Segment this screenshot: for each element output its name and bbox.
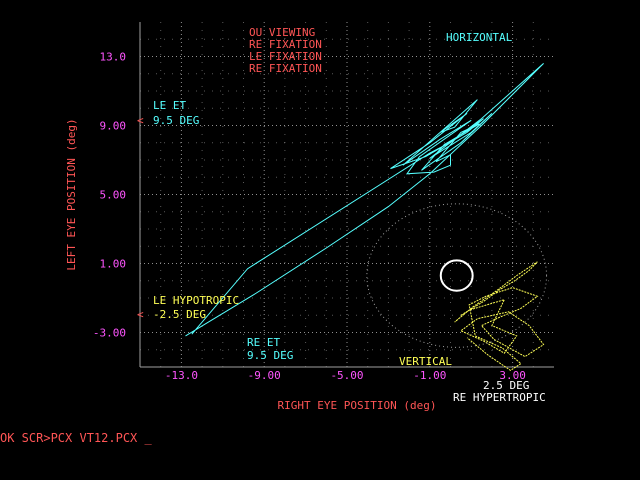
- y-tick-label: 13.0: [100, 51, 127, 64]
- x-axis-title: RIGHT EYE POSITION (deg): [278, 399, 437, 412]
- x-tick-label: -1.00: [413, 369, 446, 382]
- re-et-label: RE ET: [247, 336, 280, 349]
- le-et-value: 9.5 DEG: [153, 114, 199, 127]
- horizontal-trace: [185, 63, 544, 337]
- legend-line: OU VIEWING: [249, 26, 315, 39]
- horizontal-series-label: HORIZONTAL: [446, 31, 513, 44]
- le-et-arrow: <: [137, 114, 144, 127]
- y-axis-title: LEFT EYE POSITION (deg): [65, 118, 78, 270]
- x-tick-label: -5.00: [330, 369, 363, 382]
- vertical-series-label: VERTICAL: [399, 355, 452, 368]
- y-tick-label: 9.00: [100, 120, 127, 133]
- x-tick-label: -13.0: [165, 369, 198, 382]
- prompt-text: OK SCR>PCX VT12.PCX _: [0, 431, 152, 445]
- re-et-value: 9.5 DEG: [247, 349, 293, 362]
- le-hypotropic-value: -2.5 DEG: [153, 308, 206, 321]
- legend-line: LE FIXATION: [249, 50, 322, 63]
- y-tick-label: 1.00: [100, 258, 127, 271]
- re-hypertropic-label: RE HYPERTROPIC: [453, 391, 546, 404]
- x-tick-label: 3.00: [499, 369, 526, 382]
- le-hypotropic-arrow: <: [137, 308, 144, 321]
- legend-line: RE FIXATION: [249, 62, 322, 75]
- y-tick-label: -3.00: [93, 327, 126, 340]
- x-tick-label: -9.00: [248, 369, 281, 382]
- eye-position-chart: -13.0 -9.00 -5.00 -1.00 3.00 13.0 9.00 5.00 1.00…: [65, 22, 554, 412]
- le-hypotropic-label: LE HYPOTROPIC: [153, 294, 239, 307]
- legend-line: RE FIXATION: [249, 38, 322, 51]
- re-hyper-value: 2.5 DEG: [483, 379, 529, 392]
- fixation-target-marker: [439, 259, 474, 292]
- y-tick-label: 5.00: [100, 189, 127, 202]
- vertical-trace: [454, 261, 545, 372]
- fixation-window-ring: [366, 203, 548, 348]
- command-prompt[interactable]: OK SCR>PCX VT12.PCX _: [0, 431, 152, 445]
- le-et-label: LE ET: [153, 99, 186, 112]
